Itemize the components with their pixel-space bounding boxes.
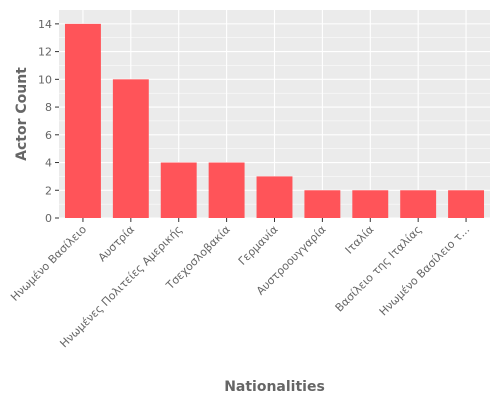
y-tick-label: 0 xyxy=(45,212,52,225)
bar xyxy=(352,190,389,218)
bar xyxy=(256,176,293,218)
x-tick-label: Ηνωμένο Βασίλειο xyxy=(8,223,89,304)
bar xyxy=(304,190,341,218)
y-tick-label: 14 xyxy=(38,18,52,31)
y-tick-label: 12 xyxy=(38,46,52,59)
y-tick-label: 2 xyxy=(45,184,52,197)
bars xyxy=(64,23,485,218)
y-axis-title: Actor Count xyxy=(14,67,30,161)
x-tick-label: Ηνωμένο Βασίλειο τ... xyxy=(377,223,472,318)
x-axis-title: Nationalities xyxy=(224,379,325,395)
bar xyxy=(160,162,197,218)
bar xyxy=(64,23,101,218)
bar xyxy=(448,190,485,218)
y-tick-label: 8 xyxy=(45,101,52,114)
x-tick-label: Γερμανία xyxy=(236,223,281,268)
y-tick-label: 4 xyxy=(45,157,52,170)
y-tick-label: 10 xyxy=(38,73,52,86)
bar xyxy=(112,79,149,218)
x-tick-label: Ιταλία xyxy=(343,223,377,257)
bar xyxy=(400,190,437,218)
y-axis-ticks: 0 2 4 6 8 10 12 14 xyxy=(38,18,59,225)
x-tick-label: Αυστρία xyxy=(96,223,137,264)
x-tick-label: Βασίλειο της Ιταλίας xyxy=(333,223,425,315)
y-tick-label: 6 xyxy=(45,129,52,142)
bar xyxy=(208,162,245,218)
